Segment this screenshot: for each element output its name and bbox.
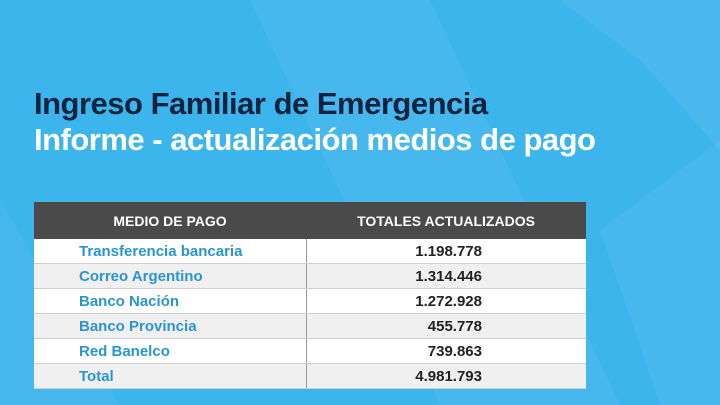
table-row: Banco Nación 1.272.928 (34, 288, 586, 314)
page-subtitle: Informe - actualización medios de pago (34, 122, 596, 157)
method-cell: Banco Nación (34, 288, 307, 314)
total-cell: 1.314.446 (306, 263, 586, 289)
column-header-method: MEDIO DE PAGO (34, 202, 306, 239)
total-cell: 455.778 (306, 313, 586, 339)
table-row: Transferencia bancaria 1.198.778 (34, 239, 586, 264)
method-cell: Correo Argentino (34, 263, 307, 289)
total-cell: 4.981.793 (306, 363, 586, 389)
method-cell: Total (34, 363, 307, 389)
table-row: Red Banelco 739.863 (34, 338, 586, 364)
table-row: Banco Provincia 455.778 (34, 313, 586, 339)
method-cell: Banco Provincia (34, 313, 307, 339)
column-header-totals: TOTALES ACTUALIZADOS (306, 202, 586, 239)
total-cell: 739.863 (306, 338, 586, 364)
total-cell: 1.272.928 (306, 288, 586, 314)
total-cell: 1.198.778 (306, 239, 586, 264)
page-title: Ingreso Familiar de Emergencia (34, 86, 488, 121)
payment-methods-table: MEDIO DE PAGO TOTALES ACTUALIZADOS Trans… (34, 202, 586, 389)
table-header-row: MEDIO DE PAGO TOTALES ACTUALIZADOS (34, 202, 586, 239)
method-cell: Red Banelco (34, 338, 307, 364)
title-block: Ingreso Familiar de Emergencia Informe -… (34, 86, 596, 158)
table-total-row: Total 4.981.793 (34, 363, 586, 389)
table-row: Correo Argentino 1.314.446 (34, 263, 586, 289)
method-cell: Transferencia bancaria (34, 239, 307, 264)
